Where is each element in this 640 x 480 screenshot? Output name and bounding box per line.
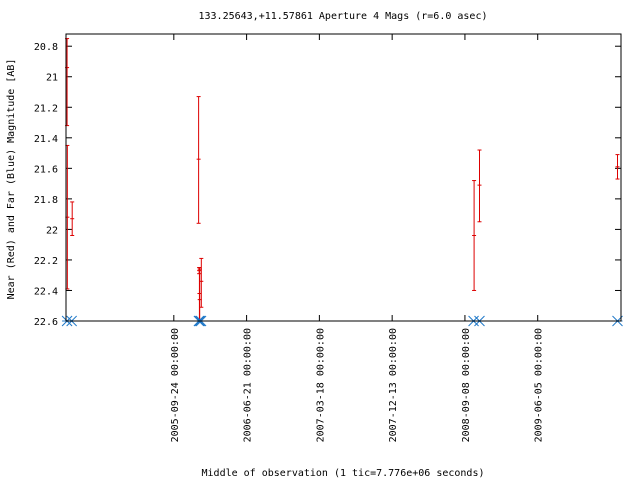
x-tick-label: 2006-06-21 00:00:00 — [243, 328, 254, 442]
x-tick-label: 2009-06-05 00:00:00 — [534, 328, 545, 442]
y-tick-label: 22.6 — [34, 317, 58, 328]
near-errorbar-point — [196, 96, 201, 224]
chart-title: 133.25643,+11.57861 Aperture 4 Mags (r=6… — [199, 11, 488, 22]
y-tick-label: 21.2 — [34, 103, 58, 114]
near-errorbar-point — [70, 201, 75, 237]
x-tick-label: 2005-09-24 00:00:00 — [170, 328, 181, 442]
near-errorbar-point — [472, 180, 477, 291]
y-tick-label: 21.6 — [34, 164, 58, 175]
x-tick-label: 2008-09-08 00:00:00 — [461, 328, 472, 442]
y-tick-label: 22.2 — [34, 256, 58, 267]
y-tick-label: 21.8 — [34, 195, 58, 206]
plot-frame — [65, 33, 622, 322]
near-errorbar-point — [199, 257, 204, 308]
axis-ticks: 20.8 21 21.2 21.4 21.6 21.8 22 22.2 22.4 22.6 2005… — [34, 34, 621, 442]
y-tick-label: 22 — [46, 225, 58, 236]
plot-data — [61, 38, 623, 327]
y-axis-label: Near (Red) and Far (Blue) Magnitude [AB] — [6, 59, 17, 300]
near-errorbar-point — [477, 149, 482, 223]
y-tick-label: 20.8 — [34, 42, 58, 53]
y-tick-label: 21.4 — [34, 134, 58, 145]
x-tick-label: 2007-03-18 00:00:00 — [315, 328, 326, 442]
y-tick-label: 21 — [46, 73, 58, 84]
y-tick-label: 22.4 — [34, 286, 58, 297]
x-tick-label: 2007-12-13 00:00:00 — [388, 328, 399, 442]
x-axis-label: Middle of observation (1 tic=7.776e+06 s… — [202, 468, 485, 479]
near-errorbar-point — [615, 154, 620, 180]
